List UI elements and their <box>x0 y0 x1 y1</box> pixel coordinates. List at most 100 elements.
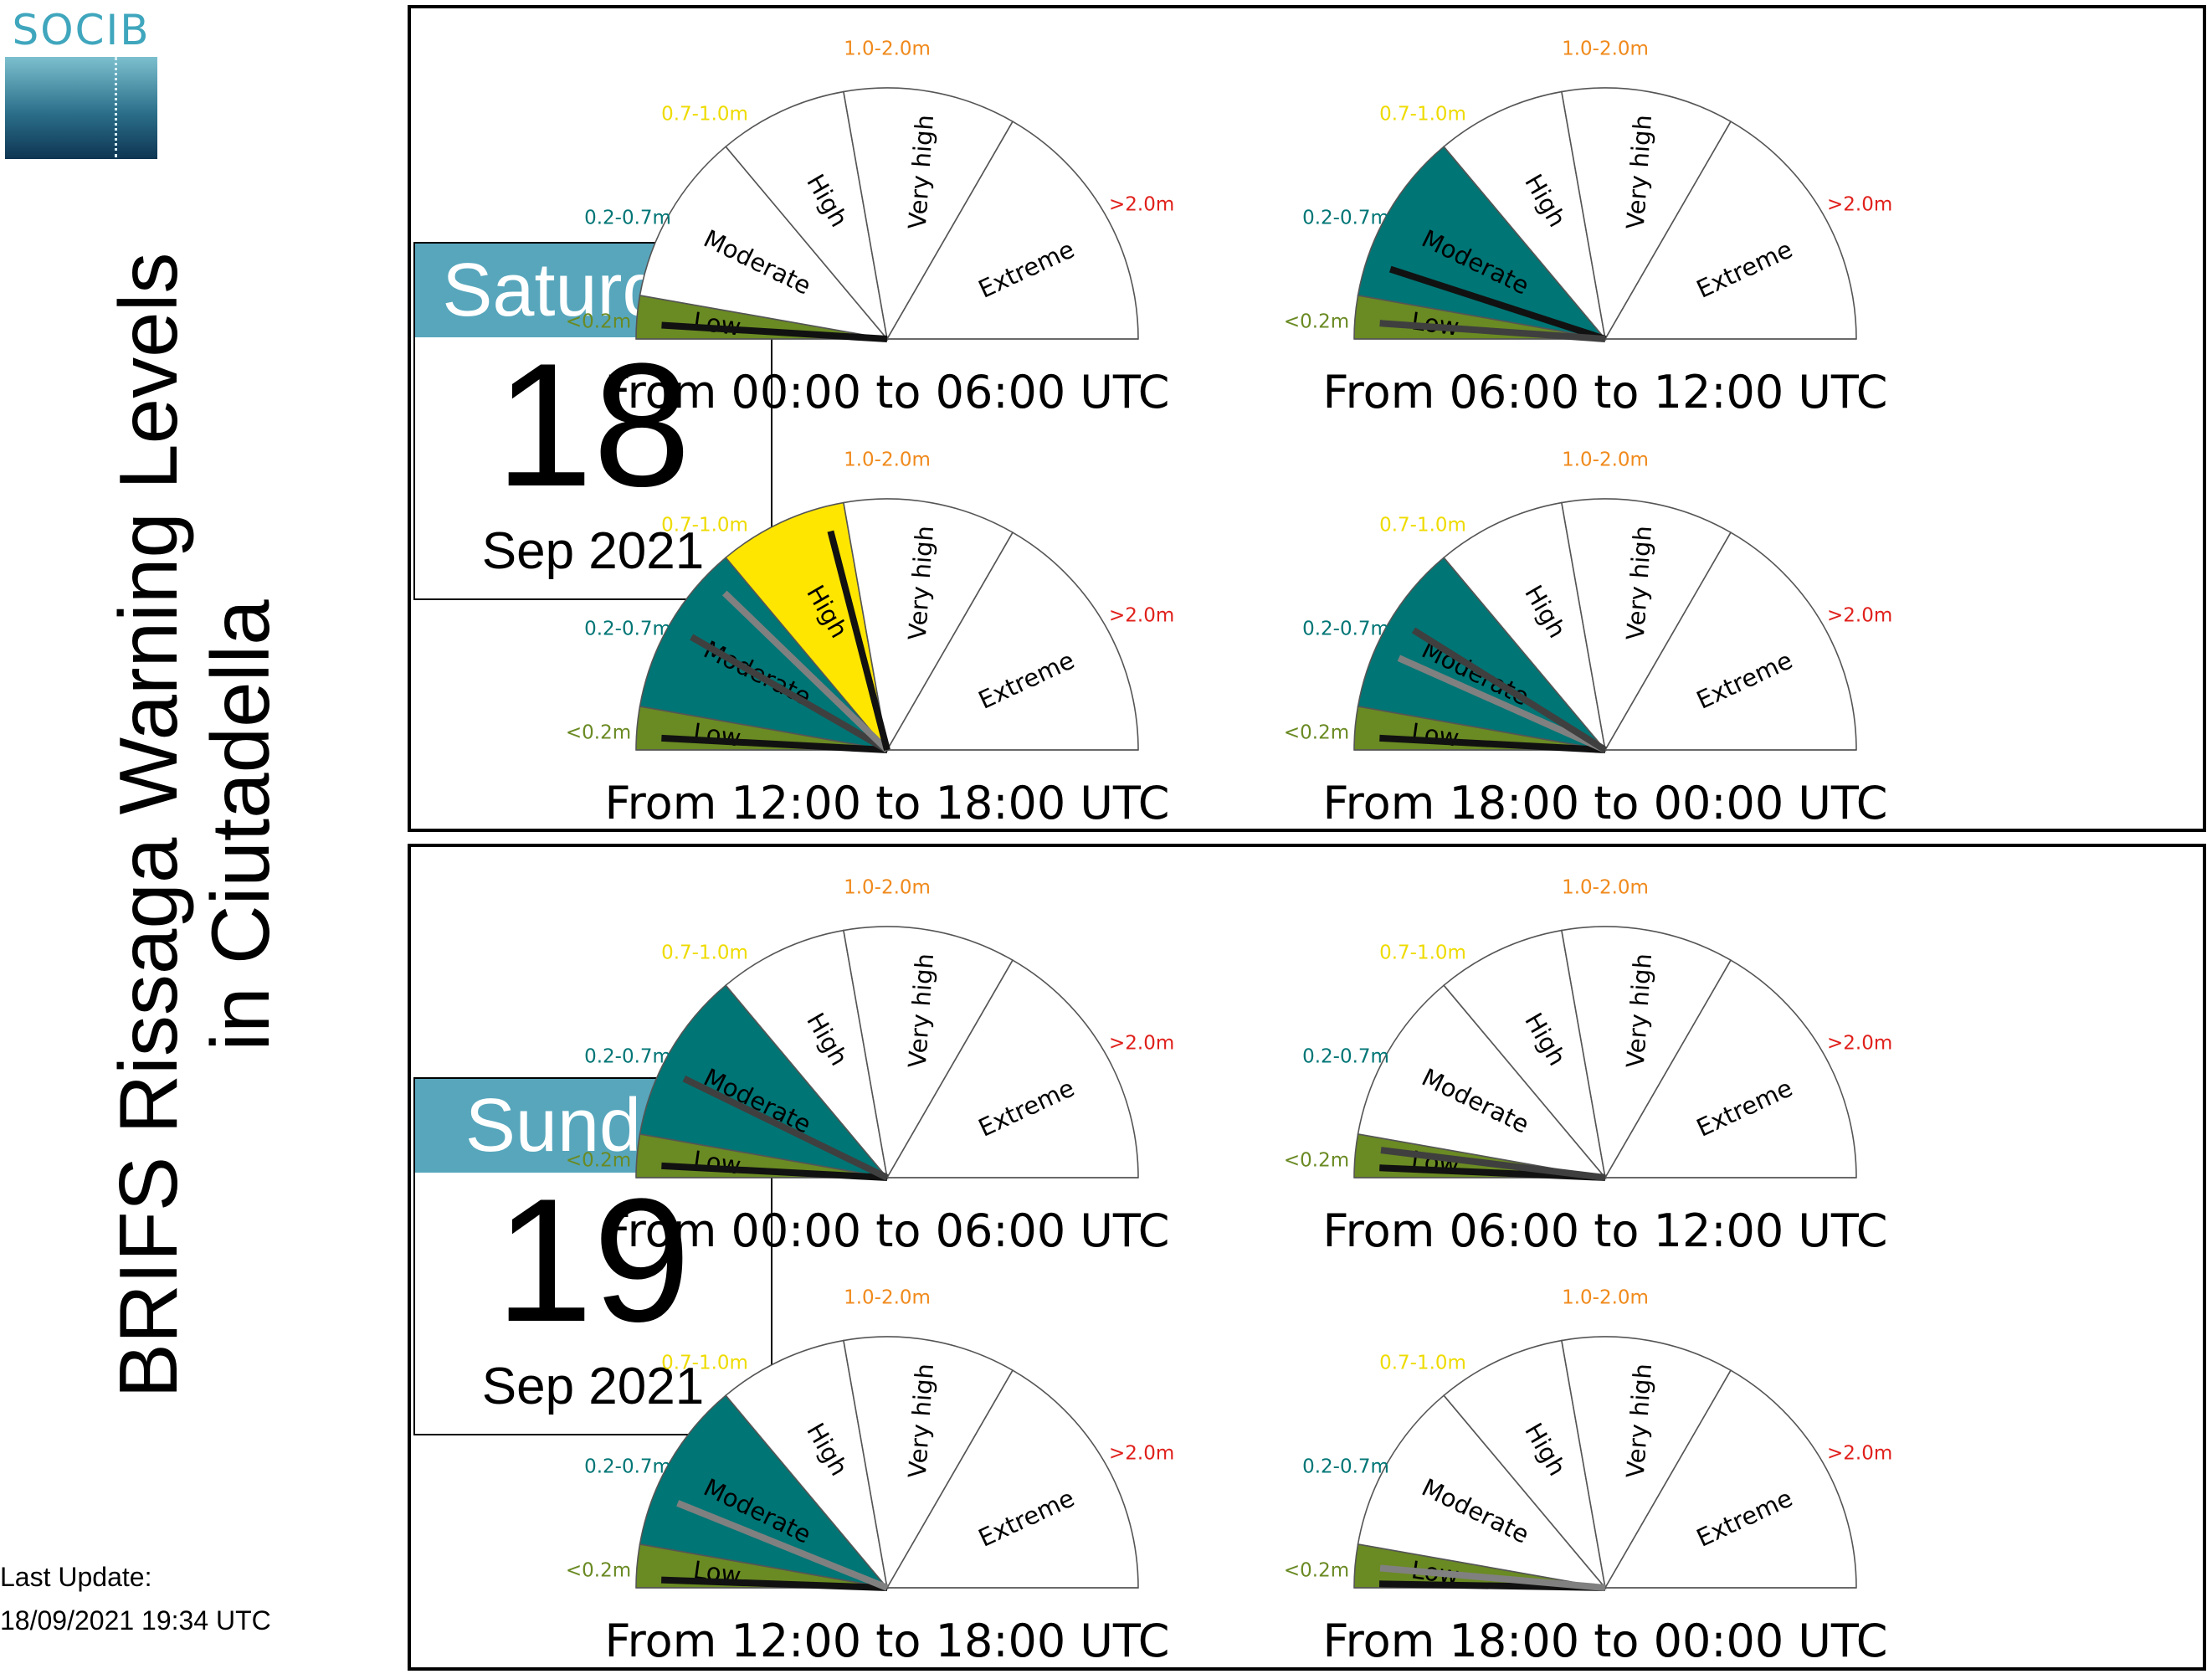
gauge-level-label: Low <box>691 306 742 341</box>
logo-text: SOCIB <box>12 6 151 54</box>
gauge-range-label: <0.2m <box>1284 311 1349 333</box>
gauge-sector-very-high <box>842 498 1014 752</box>
gauge-range-label: <0.2m <box>1284 1560 1349 1582</box>
gauge-sector-extreme <box>1604 121 1857 340</box>
gauge-range-label: 0.2-0.7m <box>584 1456 671 1478</box>
gauge-range-label: 0.2-0.7m <box>1302 208 1389 229</box>
last-update-label: Last Update: <box>0 1562 152 1592</box>
gauge-sector-very-high <box>842 87 1014 341</box>
last-update-value: 18/09/2021 19:34 UTC <box>0 1605 271 1635</box>
gauge-sector-very-high <box>1560 1336 1732 1590</box>
gauge-range-label: 0.7-1.0m <box>1379 1353 1466 1374</box>
gauge-range-label: 0.7-1.0m <box>661 515 748 537</box>
gauge-sector-extreme <box>885 959 1139 1178</box>
gauge-sector-moderate <box>639 1394 890 1589</box>
gauge-sector-high <box>1443 1339 1607 1590</box>
gauge-needle <box>661 734 888 753</box>
gauge-needle <box>1388 265 1607 342</box>
gauge-range-label: 0.2-0.7m <box>584 1046 671 1068</box>
gauge-range-label: >2.0m <box>1109 194 1174 216</box>
gauge-needle <box>661 1576 888 1591</box>
period-caption: From 06:00 to 12:00 UTC <box>1322 366 1888 418</box>
gauge-range-label: 0.7-1.0m <box>661 104 748 126</box>
gauge-needle <box>827 530 890 752</box>
gauge-needle <box>722 590 890 752</box>
period-caption: From 06:00 to 12:00 UTC <box>1322 1204 1888 1257</box>
gauge-needle <box>1380 1147 1606 1181</box>
gauge-range-label: 0.7-1.0m <box>1379 104 1466 126</box>
logo-line <box>115 57 117 157</box>
gauge-sector-moderate <box>639 557 890 752</box>
title-line-1: BRIFS Rissaga Warning Levels <box>102 252 194 1399</box>
gauge-needle <box>1379 1564 1606 1591</box>
day-number: 18 <box>495 326 691 523</box>
gauge-sector-very-high <box>842 926 1014 1180</box>
gauge-sector-extreme <box>885 1369 1139 1589</box>
period-caption: From 18:00 to 00:00 UTC <box>1322 777 1888 829</box>
gauge-sector-high <box>1443 929 1607 1180</box>
socib-logo: SOCIB <box>5 5 157 159</box>
gauge-needle <box>661 1162 888 1181</box>
gauge-level-label: Low <box>1409 717 1460 752</box>
period-caption: From 12:00 to 18:00 UTC <box>604 777 1170 829</box>
gauge-range-label: 0.2-0.7m <box>1302 1046 1389 1068</box>
gauge-sector-extreme <box>1604 1369 1857 1589</box>
gauge-range-label: <0.2m <box>1284 1150 1349 1172</box>
period-caption: From 12:00 to 18:00 UTC <box>604 1615 1170 1667</box>
gauge-range-label: <0.2m <box>1284 722 1349 744</box>
gauge-sector-moderate <box>1357 1394 1608 1589</box>
day-month: Sep 2021 <box>481 1358 705 1415</box>
gauge-sector-very-high <box>1560 87 1732 341</box>
gauge-range-label: >2.0m <box>1827 605 1892 627</box>
gauge-sector-very-high <box>842 1336 1014 1590</box>
last-update: Last Update: 18/09/2021 19:34 UTC <box>0 1555 271 1642</box>
gauge-sector-high <box>725 501 889 752</box>
gauge-sector-moderate <box>639 146 890 341</box>
gauge-range-label: 1.0-2.0m <box>1562 39 1649 60</box>
logo-waves <box>5 57 157 159</box>
gauge-range-label: 1.0-2.0m <box>1562 877 1649 899</box>
gauge-range-label: <0.2m <box>566 1150 631 1172</box>
gauge-range-label: 0.7-1.0m <box>1379 515 1466 537</box>
gauge-needle <box>1411 627 1608 753</box>
gauge-range-label: <0.2m <box>566 1560 631 1582</box>
gauge-level-label: Low <box>691 1145 742 1180</box>
gauge-range-label: >2.0m <box>1827 1443 1892 1465</box>
gauge-sector-extreme <box>1604 959 1857 1178</box>
gauge-range-label: 1.0-2.0m <box>1562 1287 1649 1309</box>
title-line-2: in Ciutadella <box>194 599 286 1051</box>
day-month: Sep 2021 <box>481 522 705 580</box>
gauge-range-label: 1.0-2.0m <box>844 39 931 60</box>
gauge-range-label: 1.0-2.0m <box>1562 449 1649 471</box>
gauge-sector-moderate <box>1357 146 1608 341</box>
gauge-needle <box>1379 734 1606 753</box>
gauge-range-label: 1.0-2.0m <box>844 449 931 471</box>
gauge-sector-high <box>725 90 889 341</box>
gauge-range-label: >2.0m <box>1109 1033 1174 1055</box>
gauge-sector-moderate <box>1357 557 1608 752</box>
gauge-range-label: 1.0-2.0m <box>844 1287 931 1309</box>
gauge-sector-high <box>725 929 889 1180</box>
gauge-sector-extreme <box>885 531 1139 751</box>
gauge-sector-high <box>725 1339 889 1590</box>
gauge-needle <box>690 634 889 753</box>
day-number: 19 <box>495 1162 691 1358</box>
gauge-range-label: >2.0m <box>1827 1033 1892 1055</box>
gauge-range-label: >2.0m <box>1827 194 1892 216</box>
gauge-sector-high <box>1443 90 1607 341</box>
gauge-level-label: Low <box>691 717 742 752</box>
gauge-range-label: 0.2-0.7m <box>584 208 671 229</box>
period-caption: From 00:00 to 06:00 UTC <box>604 1204 1170 1257</box>
period-caption: From 18:00 to 00:00 UTC <box>1322 1615 1888 1667</box>
gauge-range-label: 0.2-0.7m <box>1302 619 1389 640</box>
gauge-needle <box>1397 655 1607 753</box>
gauge-range-label: <0.2m <box>566 722 631 744</box>
gauge-range-label: 0.7-1.0m <box>661 942 748 964</box>
page-title: BRIFS Rissaga Warning Levels in Ciutadel… <box>102 72 286 1579</box>
